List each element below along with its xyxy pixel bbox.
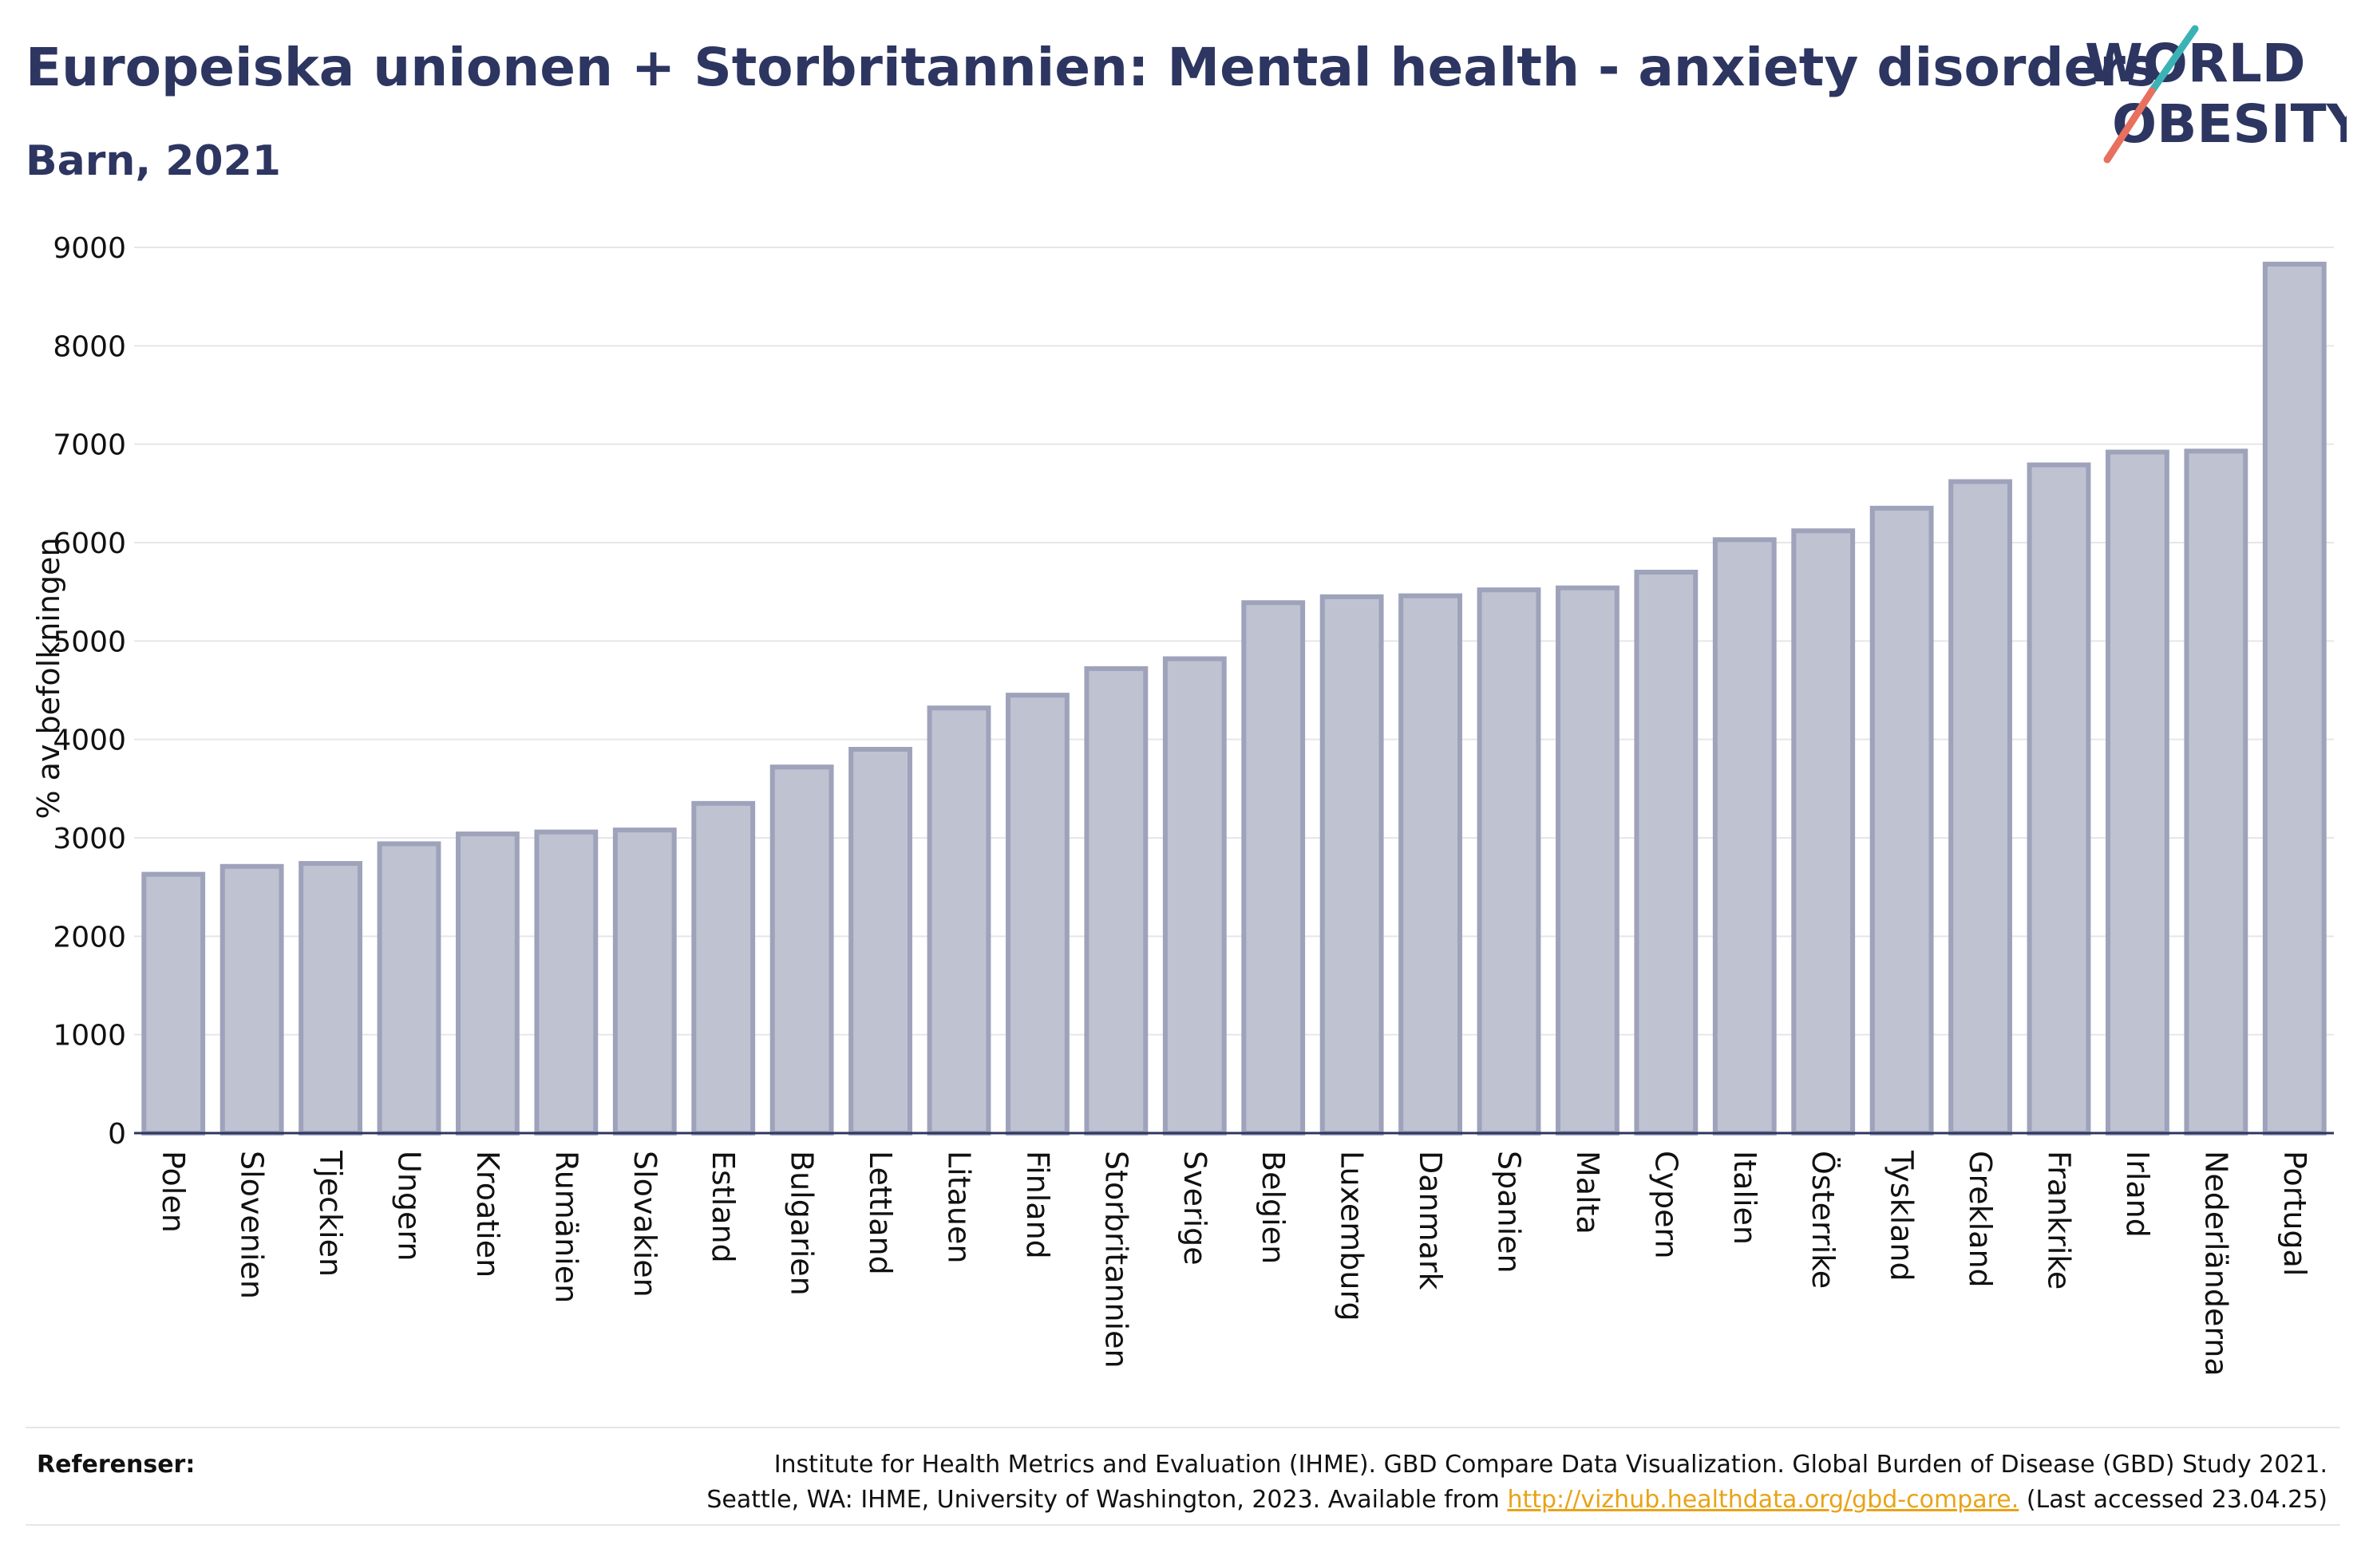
- bar-slovenien: [219, 863, 284, 1136]
- y-tick-label: 6000: [53, 527, 126, 560]
- x-tick-label: Storbritannien: [1098, 1151, 1133, 1369]
- x-tick-label: Cypern: [1648, 1151, 1683, 1259]
- bar-chart: 0 1000 2000 3000 4000 5000 6000 7000 8000 9000 Pol…: [31, 232, 2334, 1376]
- logo-slash-coral: [2103, 87, 2156, 164]
- bar-italien: [1712, 537, 1777, 1136]
- y-tick-label: 8000: [53, 330, 126, 363]
- y-tick-label: 0: [108, 1118, 126, 1151]
- reference-link[interactable]: http://vizhub.healthdata.org/gbd-compare…: [1507, 1486, 2019, 1514]
- y-tick-label: 2000: [53, 921, 126, 954]
- bar-grekland: [1948, 479, 2012, 1136]
- bar-estland: [691, 800, 756, 1136]
- bar-rumänien: [534, 829, 599, 1136]
- bar-bulgarien: [769, 764, 834, 1136]
- axis-layer: 0 1000 2000 3000 4000 5000 6000 7000 8000 9000 Pol…: [53, 232, 2334, 1376]
- bar-tjeckien: [299, 861, 362, 1136]
- x-tick-label: Danmark: [1413, 1151, 1448, 1290]
- bar-kroatien: [456, 831, 520, 1136]
- x-tick-label: Spanien: [1492, 1151, 1527, 1274]
- x-tick-label: Rumänien: [548, 1151, 583, 1303]
- x-tick-label: Litauen: [942, 1151, 977, 1263]
- bar-irland: [2106, 449, 2169, 1136]
- x-tick-label: Portugal: [2277, 1151, 2312, 1276]
- footer-divider-top: [26, 1427, 2340, 1428]
- reference-accessed-note: (Last accessed 23.04.25): [2019, 1486, 2327, 1514]
- x-tick-label: Finland: [1020, 1151, 1055, 1259]
- world-obesity-logo: WORLD OBESITY: [2085, 25, 2347, 164]
- bar-danmark: [1398, 593, 1462, 1136]
- logo-text-world: WORLD: [2085, 33, 2306, 94]
- bar-cypern: [1634, 570, 1699, 1136]
- y-tick-label: 9000: [53, 232, 126, 265]
- x-tick-label: Estland: [706, 1151, 741, 1263]
- bar-frankrike: [2027, 462, 2091, 1136]
- x-tick-label: Slovakien: [627, 1151, 662, 1297]
- x-tick-label: Malta: [1570, 1151, 1605, 1234]
- x-tick-label: Lettland: [863, 1151, 898, 1275]
- x-tick-label: Tyskland: [1884, 1150, 1920, 1282]
- bars-layer: [141, 261, 2327, 1136]
- bar-luxemburg: [1319, 594, 1384, 1136]
- chart-subtitle: Barn, 2021: [26, 137, 281, 185]
- x-tick-label: Österrike: [1805, 1151, 1841, 1289]
- chart-title: Europeiska unionen + Storbritannien: Men…: [26, 37, 2157, 98]
- bar-österrike: [1791, 528, 1856, 1136]
- y-tick-label: 3000: [53, 823, 126, 855]
- bar-spanien: [1477, 587, 1541, 1136]
- x-tick-label: Frankrike: [2042, 1151, 2077, 1290]
- y-tick-label: 7000: [53, 429, 126, 462]
- bar-lettland: [848, 747, 912, 1136]
- x-tick-label: Kroatien: [470, 1151, 505, 1278]
- x-tick-label: Grekland: [1963, 1151, 1998, 1288]
- references-text: Institute for Health Metrics and Evaluat…: [412, 1448, 2327, 1518]
- reference-line-2: Seattle, WA: IHME, University of Washing…: [412, 1483, 2327, 1518]
- bar-storbritannien: [1084, 666, 1149, 1136]
- x-tick-label: Italien: [1727, 1151, 1762, 1245]
- x-tick-label: Ungern: [392, 1151, 427, 1261]
- bar-tyskland: [1869, 505, 1934, 1136]
- references-label: Referenser:: [37, 1451, 196, 1479]
- x-tick-label: Polen: [156, 1151, 191, 1233]
- x-tick-label: Nederländerna: [2198, 1151, 2233, 1376]
- x-tick-label: Slovenien: [235, 1151, 270, 1299]
- logo-slash-teal: [2148, 25, 2199, 95]
- footer-divider-bottom: [26, 1524, 2340, 1526]
- y-tick-label: 1000: [53, 1020, 126, 1053]
- bar-malta: [1556, 585, 1619, 1136]
- bar-ungern: [377, 841, 441, 1136]
- y-tick-label: 5000: [53, 626, 126, 658]
- y-axis-label: % av befolkningen: [31, 537, 66, 819]
- logo-text-obesity: OBESITY: [2112, 93, 2347, 155]
- bar-belgien: [1241, 600, 1306, 1136]
- x-tick-label: Belgien: [1256, 1151, 1291, 1264]
- y-tick-label: 4000: [53, 725, 126, 757]
- x-tick-label: Sverige: [1177, 1151, 1212, 1266]
- x-tick-label: Bulgarien: [785, 1151, 820, 1296]
- bar-litauen: [927, 705, 991, 1136]
- bar-finland: [1006, 693, 1070, 1136]
- bar-sverige: [1162, 656, 1227, 1136]
- x-tick-label: Tjeckien: [313, 1150, 348, 1277]
- bar-nederländerna: [2184, 448, 2248, 1136]
- bar-slovakien: [612, 827, 677, 1136]
- bar-polen: [141, 871, 206, 1136]
- x-tick-label: Luxemburg: [1335, 1151, 1370, 1321]
- x-tick-label: Irland: [2120, 1151, 2155, 1238]
- bar-portugal: [2262, 261, 2327, 1136]
- reference-line-2-text: Seattle, WA: IHME, University of Washing…: [706, 1486, 1508, 1514]
- reference-line-1: Institute for Health Metrics and Evaluat…: [773, 1451, 2327, 1479]
